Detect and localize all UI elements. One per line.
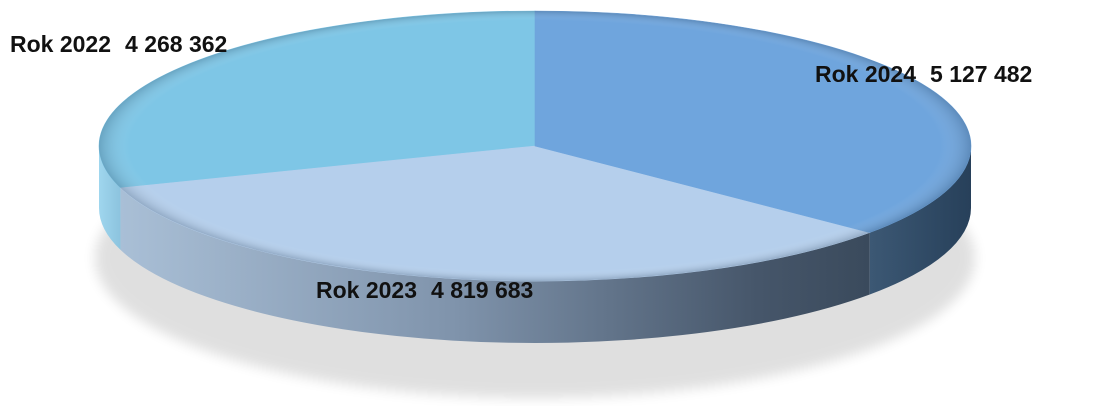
pie-data-labels: Rok 2022 4 268 362 Rok 2023 4 819 683 Rok … <box>10 31 1032 303</box>
data-label-rok-2022: Rok 2022 4 268 362 <box>10 31 227 57</box>
pie-side-rok-2022 <box>99 146 121 250</box>
pie-side-rok-2023 <box>120 187 870 343</box>
data-label-category: Rok 2023 <box>316 277 417 303</box>
data-label-value: 5 127 482 <box>930 61 1032 87</box>
data-label-value: 4 819 683 <box>431 277 533 303</box>
data-label-value: 4 268 362 <box>125 31 227 57</box>
pie-sides <box>99 146 971 343</box>
pie-rim-shading <box>99 11 971 281</box>
pie-side-rok-2024 <box>869 146 971 295</box>
data-label-category: Rok 2022 <box>10 31 111 57</box>
data-label-rok-2024: Rok 2024 5 127 482 <box>815 61 1032 87</box>
data-label-category: Rok 2024 <box>815 61 916 87</box>
data-label-rok-2023: Rok 2023 4 819 683 <box>316 277 533 303</box>
